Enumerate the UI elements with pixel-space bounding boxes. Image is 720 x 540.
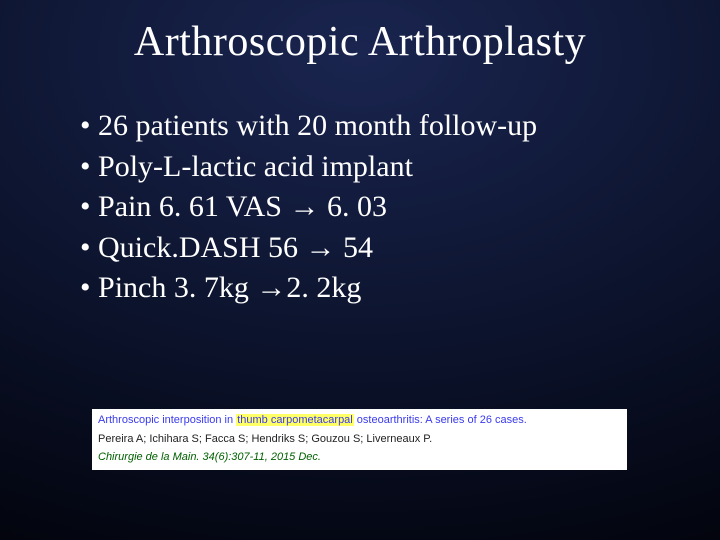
bullet-item: • Pain 6. 61 VAS → 6. 03	[80, 187, 660, 228]
citation-journal: Chirurgie de la Main. 34(6):307-11, 2015…	[98, 450, 621, 465]
bullet-text-pre: Quick.DASH 56	[98, 231, 306, 264]
bullet-text-post: 6. 03	[319, 190, 387, 223]
citation-title-pre: Arthroscopic interposition in	[98, 414, 236, 426]
bullet-dot-icon: •	[80, 190, 91, 223]
citation-title-post: osteoarthritis: A series of 26 cases.	[354, 414, 527, 426]
slide-title: Arthroscopic Arthroplasty	[60, 18, 660, 66]
bullet-dot-icon: •	[80, 271, 91, 304]
bullet-item: • Quick.DASH 56 → 54	[80, 228, 660, 269]
slide: Arthroscopic Arthroplasty • 26 patients …	[0, 0, 720, 540]
citation-title: Arthroscopic interposition in thumb carp…	[98, 413, 621, 428]
citation-authors: Pereira A; Ichihara S; Facca S; Hendriks…	[98, 432, 621, 447]
citation-box: Arthroscopic interposition in thumb carp…	[92, 409, 627, 470]
bullet-dot-icon: •	[80, 150, 91, 183]
arrow-right-icon: →	[289, 190, 319, 223]
bullet-list: • 26 patients with 20 month follow-up • …	[80, 106, 660, 309]
bullet-item: • Poly-L-lactic acid implant	[80, 147, 660, 188]
bullet-item: • 26 patients with 20 month follow-up	[80, 106, 660, 147]
bullet-text-pre: Pinch 3. 7kg	[98, 271, 256, 304]
bullet-text-pre: Pain 6. 61 VAS	[98, 190, 289, 223]
bullet-text: Poly-L-lactic acid implant	[98, 150, 413, 183]
bullet-item: • Pinch 3. 7kg →2. 2kg	[80, 268, 660, 309]
bullet-dot-icon: •	[80, 231, 91, 264]
arrow-right-icon: →	[306, 231, 336, 264]
bullet-dot-icon: •	[80, 109, 91, 142]
bullet-text: 26 patients with 20 month follow-up	[98, 109, 537, 142]
bullet-text-post: 54	[336, 231, 374, 264]
citation-title-highlight: thumb carpometacarpal	[236, 414, 354, 426]
bullet-text-post: 2. 2kg	[286, 271, 361, 304]
arrow-right-icon: →	[256, 271, 286, 304]
